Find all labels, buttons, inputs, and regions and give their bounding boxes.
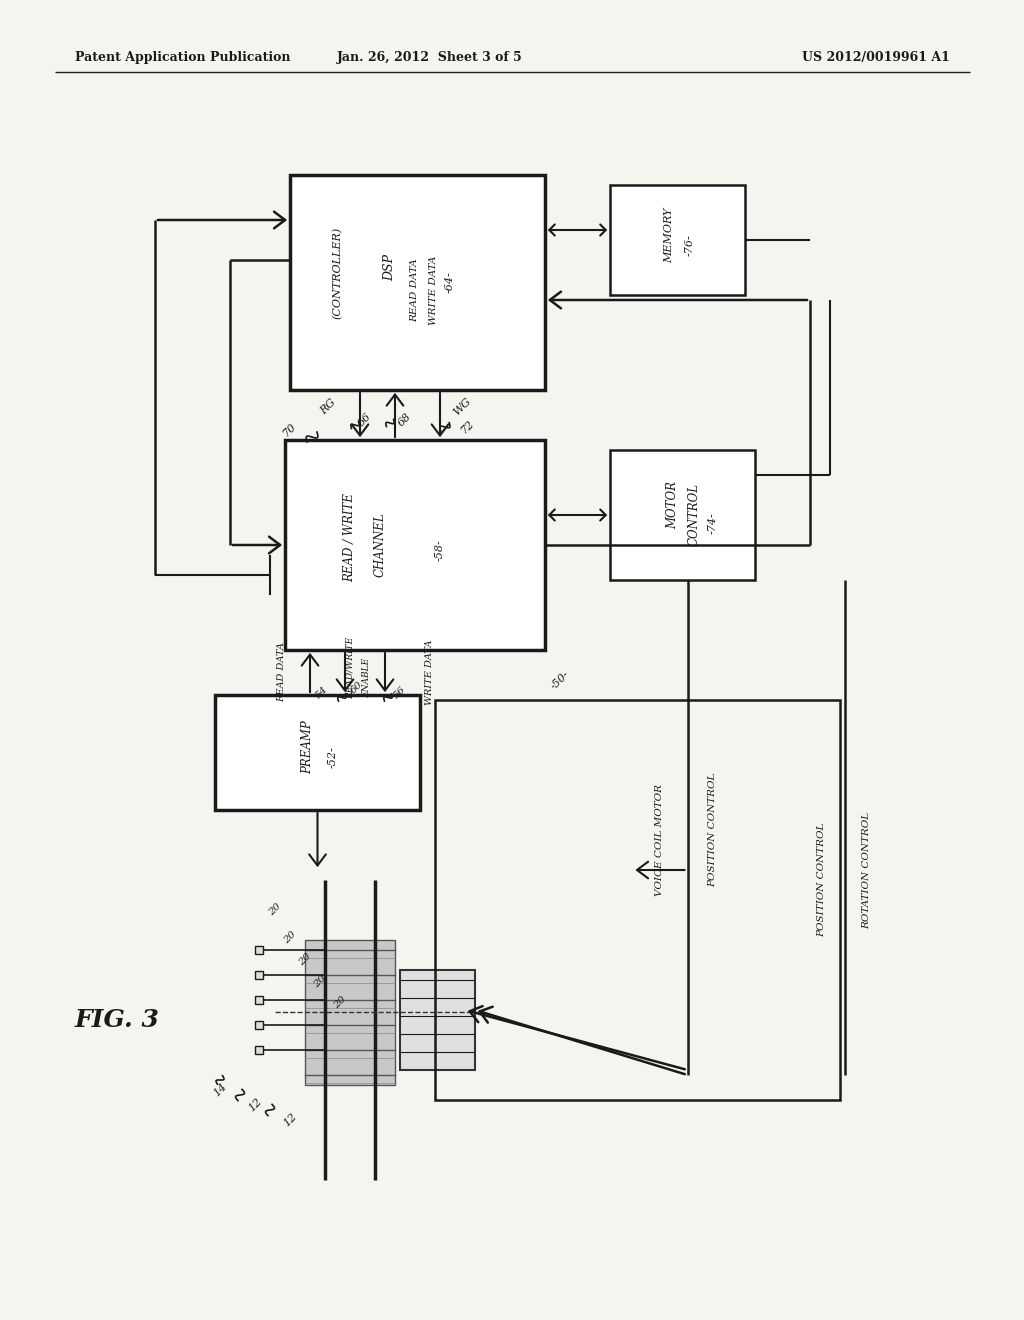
Text: 12: 12 [247,1097,263,1114]
Bar [255,1020,263,1030]
Text: VOICE COIL MOTOR: VOICE COIL MOTOR [655,784,664,896]
Bar [255,946,263,954]
Text: POSITION CONTROL: POSITION CONTROL [817,822,826,937]
Text: MEMORY: MEMORY [665,207,675,263]
Bar [610,450,755,579]
Bar [255,997,263,1005]
Bar [400,970,475,1071]
Text: CONTROL: CONTROL [688,483,701,546]
Text: ROTATION CONTROL: ROTATION CONTROL [862,812,871,928]
Text: Patent Application Publication: Patent Application Publication [75,51,291,65]
Bar [285,440,545,649]
Text: WRITE DATA: WRITE DATA [426,640,434,705]
Text: WG: WG [452,396,473,417]
Text: READ/WRITE: READ/WRITE [345,636,354,698]
Text: READ DATA: READ DATA [278,643,287,702]
Text: POSITION CONTROL: POSITION CONTROL [708,772,717,887]
Text: 72: 72 [460,418,476,436]
Text: FIG. 3: FIG. 3 [75,1008,160,1032]
Text: DSP: DSP [384,253,396,281]
Text: 70: 70 [282,421,299,438]
Text: US 2012/0019961 A1: US 2012/0019961 A1 [802,51,950,65]
Text: 20: 20 [312,974,328,990]
Text: -58-: -58- [435,539,445,561]
Bar [290,176,545,389]
Text: 66: 66 [356,412,374,429]
Text: READ DATA: READ DATA [411,259,420,322]
Text: 20: 20 [297,952,313,968]
Text: 56: 56 [392,685,408,701]
Text: 54: 54 [314,685,330,701]
Text: 20: 20 [283,931,298,946]
Text: (CONTROLLER): (CONTROLLER) [333,226,343,318]
Bar [215,696,420,810]
Text: -64-: -64- [445,272,455,293]
Text: 68: 68 [396,412,414,429]
Text: RG: RG [318,397,338,417]
Bar [255,972,263,979]
Text: -76-: -76- [684,234,694,256]
Text: Jan. 26, 2012  Sheet 3 of 5: Jan. 26, 2012 Sheet 3 of 5 [337,51,523,65]
Text: -50-: -50- [549,669,571,692]
Text: CHANNEL: CHANNEL [374,512,386,577]
Text: ENABLE: ENABLE [362,657,372,698]
Bar [255,1045,263,1053]
Text: 20: 20 [267,902,283,917]
Text: 20: 20 [332,995,348,1011]
Text: -74-: -74- [708,512,718,533]
Text: WRITE DATA: WRITE DATA [428,256,437,325]
Bar [435,700,840,1100]
Bar [305,940,395,1085]
Text: PREAMP: PREAMP [301,721,314,775]
Text: -52-: -52- [328,747,338,768]
Text: MOTOR: MOTOR [666,480,679,529]
Text: 60: 60 [349,680,365,696]
Bar [610,185,745,294]
Text: READ / WRITE: READ / WRITE [343,492,356,582]
Text: 12: 12 [282,1111,299,1129]
Text: 14: 14 [211,1081,228,1098]
